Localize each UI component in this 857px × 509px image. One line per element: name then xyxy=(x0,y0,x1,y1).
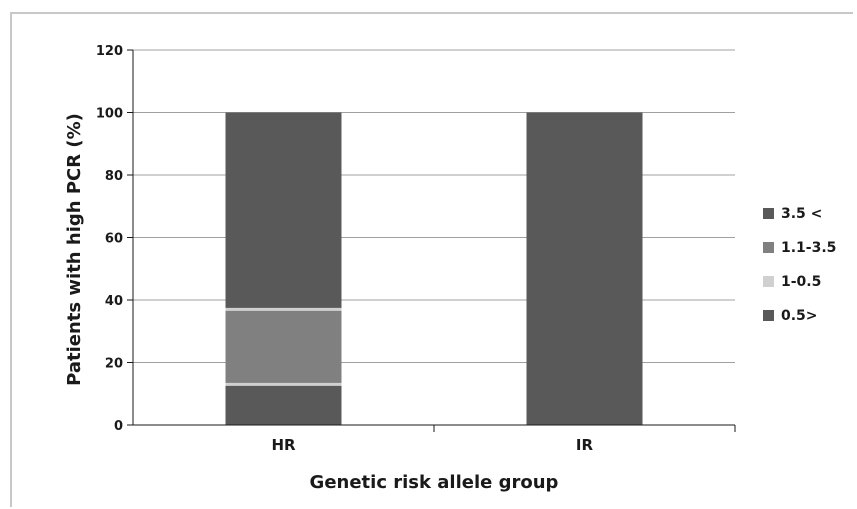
legend-label: 1-0.5 xyxy=(781,274,821,290)
bar-segment xyxy=(526,112,643,425)
bar-segment xyxy=(225,112,342,310)
x-category-label: HR xyxy=(271,436,296,454)
y-tick-labels: 0 20 40 60 80 100 120 xyxy=(96,44,133,434)
legend-swatch xyxy=(763,208,774,219)
legend-swatch xyxy=(763,310,774,321)
x-axis-title: Genetic risk allele group xyxy=(310,472,559,493)
y-tick-label: 20 xyxy=(105,357,123,372)
bar-segment xyxy=(225,384,342,425)
legend-label: 0.5> xyxy=(781,308,818,324)
y-tick-label: 120 xyxy=(96,44,123,59)
y-tick-label: 40 xyxy=(105,294,123,309)
chart-frame xyxy=(10,12,853,507)
legend-swatch xyxy=(763,242,774,253)
gridlines xyxy=(133,49,735,363)
y-tick-label: 60 xyxy=(105,232,123,247)
axes xyxy=(132,50,736,432)
y-tick-label: 0 xyxy=(114,419,123,434)
x-category-labels: HR IR xyxy=(271,436,593,454)
bars xyxy=(225,112,643,425)
legend-label: 3.5 < xyxy=(781,206,822,222)
x-category-label: IR xyxy=(576,436,594,454)
y-axis-title: Patients with high PCR (%) xyxy=(64,113,85,386)
legend-swatch xyxy=(763,276,774,287)
legend-label: 1.1-3.5 xyxy=(781,240,836,256)
y-tick-label: 100 xyxy=(96,107,123,122)
y-tick-label: 80 xyxy=(105,169,123,184)
bar-segment xyxy=(225,309,342,385)
legend: 3.5 < 1.1-3.5 1-0.5 0.5> xyxy=(763,206,836,324)
